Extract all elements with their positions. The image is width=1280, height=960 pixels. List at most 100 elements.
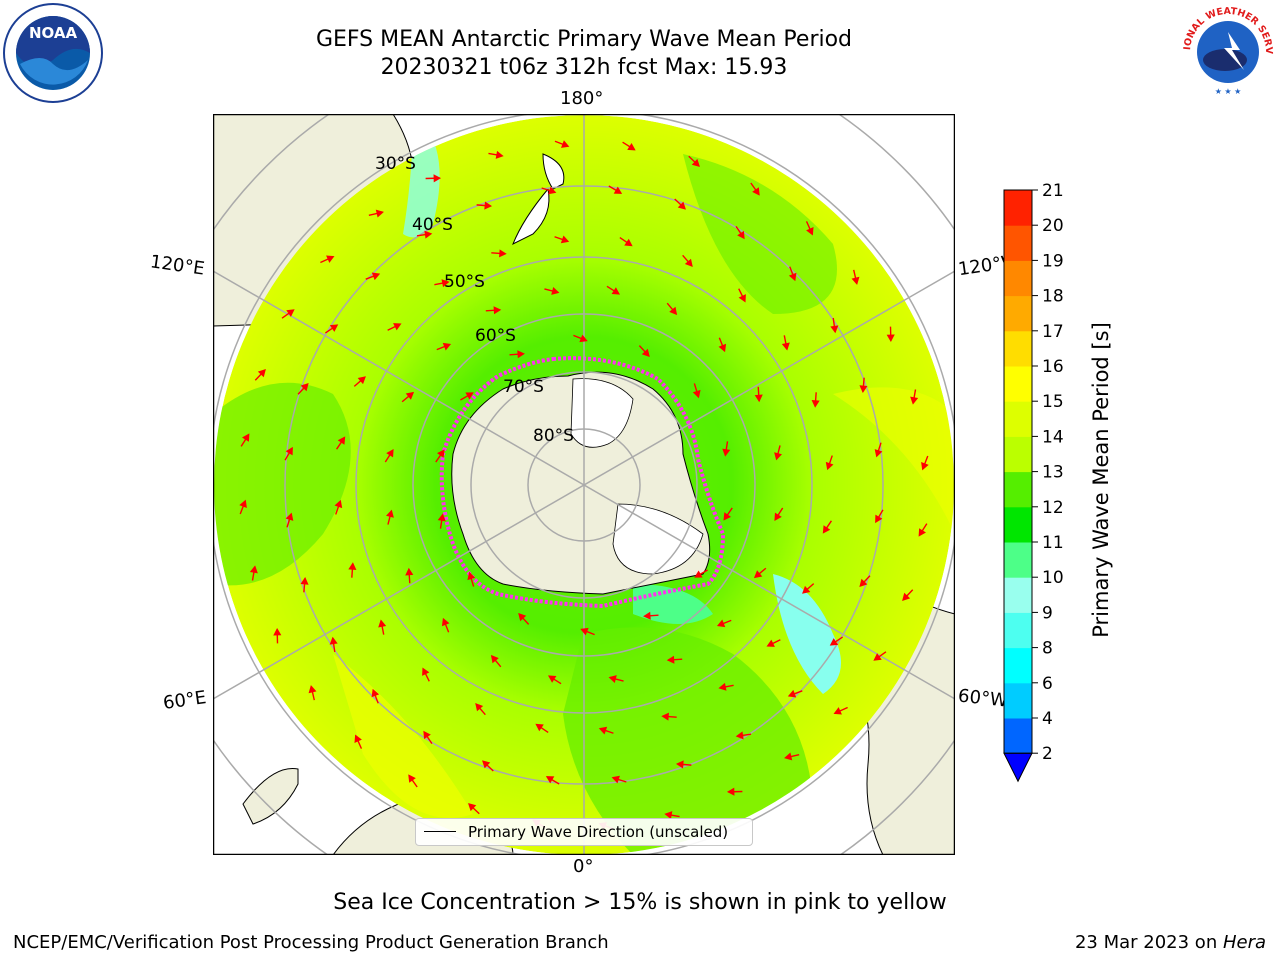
wave-arrow-head xyxy=(518,613,527,622)
wave-arrow-head xyxy=(517,350,525,359)
wave-arrow-head xyxy=(918,528,926,537)
wave-arrow-head xyxy=(784,752,793,761)
wave-direction-arrows xyxy=(239,140,929,830)
colorbar-tick-label: 16 xyxy=(1042,357,1064,377)
wave-arrow-head xyxy=(436,449,445,458)
sea-ice-footnote: Sea Ice Concentration > 15% is shown in … xyxy=(333,890,947,915)
wave-arrow-head xyxy=(242,433,250,442)
wave-arrow-head xyxy=(348,562,357,570)
wave-arrow-head xyxy=(357,376,366,385)
colorbar-tick-label: 15 xyxy=(1042,392,1064,412)
wave-arrow-head xyxy=(611,287,621,295)
colorbar-tick-label: 18 xyxy=(1042,287,1064,307)
wave-arrow-head xyxy=(691,158,700,167)
wave-arrow-head xyxy=(753,570,763,579)
wave-arrow-head xyxy=(545,776,555,784)
wave-arrow-head xyxy=(465,392,474,400)
wave-arrow-head xyxy=(482,760,491,769)
wave-arrow-head xyxy=(718,343,727,353)
colorbar-swatch xyxy=(1004,436,1032,473)
wave-arrow-head xyxy=(613,186,623,194)
wave-arrow-head xyxy=(560,235,570,244)
colorbar-tick-label: 20 xyxy=(1042,216,1064,236)
wave-arrow-head xyxy=(499,249,507,258)
colorbar-swatch xyxy=(1004,647,1032,684)
credit-date-text: 23 Mar 2023 on xyxy=(1074,932,1223,953)
colorbar-swatch xyxy=(1004,471,1032,508)
wave-arrow-head xyxy=(684,258,693,267)
wave-arrow-head xyxy=(285,512,294,521)
wave-arrow-head xyxy=(825,461,834,471)
wave-arrow-head xyxy=(859,578,868,587)
wave-arrow-head xyxy=(737,230,745,240)
colorbar-tick-label: 13 xyxy=(1042,463,1064,483)
legend-line-sample xyxy=(424,831,456,832)
wave-arrow-head xyxy=(300,383,309,392)
chart-title: GEFS MEAN Antarctic Primary Wave Mean Pe… xyxy=(315,27,853,52)
wave-arrow-head xyxy=(677,201,686,210)
graticule xyxy=(213,114,955,855)
wave-arrow-head xyxy=(257,369,266,378)
wave-arrow-head xyxy=(405,391,415,400)
lat-label-30s: 30°S xyxy=(375,154,416,174)
wave-arrow-head xyxy=(694,570,703,578)
wave-arrow-head xyxy=(811,400,820,408)
wave-arrow-head xyxy=(548,186,557,195)
wave-arrow-head xyxy=(490,654,499,664)
wave-arrow-head xyxy=(249,565,258,574)
wave-arrow-head xyxy=(829,638,839,646)
wave-arrow-head xyxy=(886,334,895,343)
wave-arrow-head xyxy=(535,723,544,732)
colorbar-swatch xyxy=(1004,542,1032,578)
wave-arrow-head xyxy=(735,731,744,740)
colorbar-tick-label: 14 xyxy=(1042,427,1064,447)
wave-arrow-head xyxy=(393,323,402,331)
colorbar-swatch xyxy=(1004,190,1032,226)
wave-arrow-head xyxy=(308,685,317,694)
wave-arrow-head xyxy=(874,449,883,458)
wave-arrow-head xyxy=(273,627,282,636)
colorbar-swatch xyxy=(1004,295,1032,332)
credit-date: 23 Mar 2023 on Hera xyxy=(1075,932,1266,953)
wave-arrow-head xyxy=(873,653,882,661)
wave-arrow-head xyxy=(787,689,797,698)
wave-arrow-head xyxy=(738,294,746,303)
sea-ice-edge xyxy=(439,356,726,609)
wave-arrow-head xyxy=(433,174,442,183)
weddell-ice-shelf xyxy=(612,503,704,575)
wave-arrow-head xyxy=(329,324,339,332)
colorbar-swatch xyxy=(1004,366,1032,402)
wave-arrow-head xyxy=(643,611,651,620)
colorbar-tick-label: 17 xyxy=(1042,322,1064,342)
wave-arrow-head xyxy=(624,238,633,247)
wave-arrow-head xyxy=(726,787,735,796)
lon-label-60e: 60°E xyxy=(161,687,208,714)
wave-arrow-head xyxy=(378,619,387,628)
wave-arrow-head xyxy=(375,209,384,218)
wave-arrow-head xyxy=(806,227,814,236)
lon-label-120e: 120°E xyxy=(148,251,206,280)
wave-arrow-head xyxy=(722,448,731,457)
wave-arrow-head xyxy=(329,636,338,645)
colorbar-tick-label: 12 xyxy=(1042,498,1064,518)
wave-arrow-head xyxy=(611,775,620,784)
colorbar-swatch xyxy=(1004,330,1032,367)
wave-arrow-head xyxy=(484,201,493,210)
wave-arrow-head xyxy=(830,325,839,334)
wave-arrow-head xyxy=(664,811,673,820)
colorbar-tick-label: 10 xyxy=(1042,568,1064,588)
wave-arrow-head xyxy=(371,688,380,698)
colorbar-tick-label: 2 xyxy=(1042,744,1053,764)
wave-arrow-head xyxy=(475,703,484,712)
wave-arrow-head xyxy=(716,619,726,628)
wave-arrow-head xyxy=(833,707,842,715)
wave-arrow-head xyxy=(675,760,684,769)
wave-arrow-head xyxy=(875,514,883,524)
wave-arrow-head xyxy=(774,452,782,461)
wave-arrow-head xyxy=(493,306,502,315)
credit-branch: NCEP/EMC/Verification Post Processing Pr… xyxy=(13,932,609,953)
wave-arrow-head xyxy=(902,592,911,601)
wave-arrow-head xyxy=(334,499,343,509)
wave-arrow-head xyxy=(598,726,608,735)
colorbar-tick-label: 19 xyxy=(1042,251,1064,271)
